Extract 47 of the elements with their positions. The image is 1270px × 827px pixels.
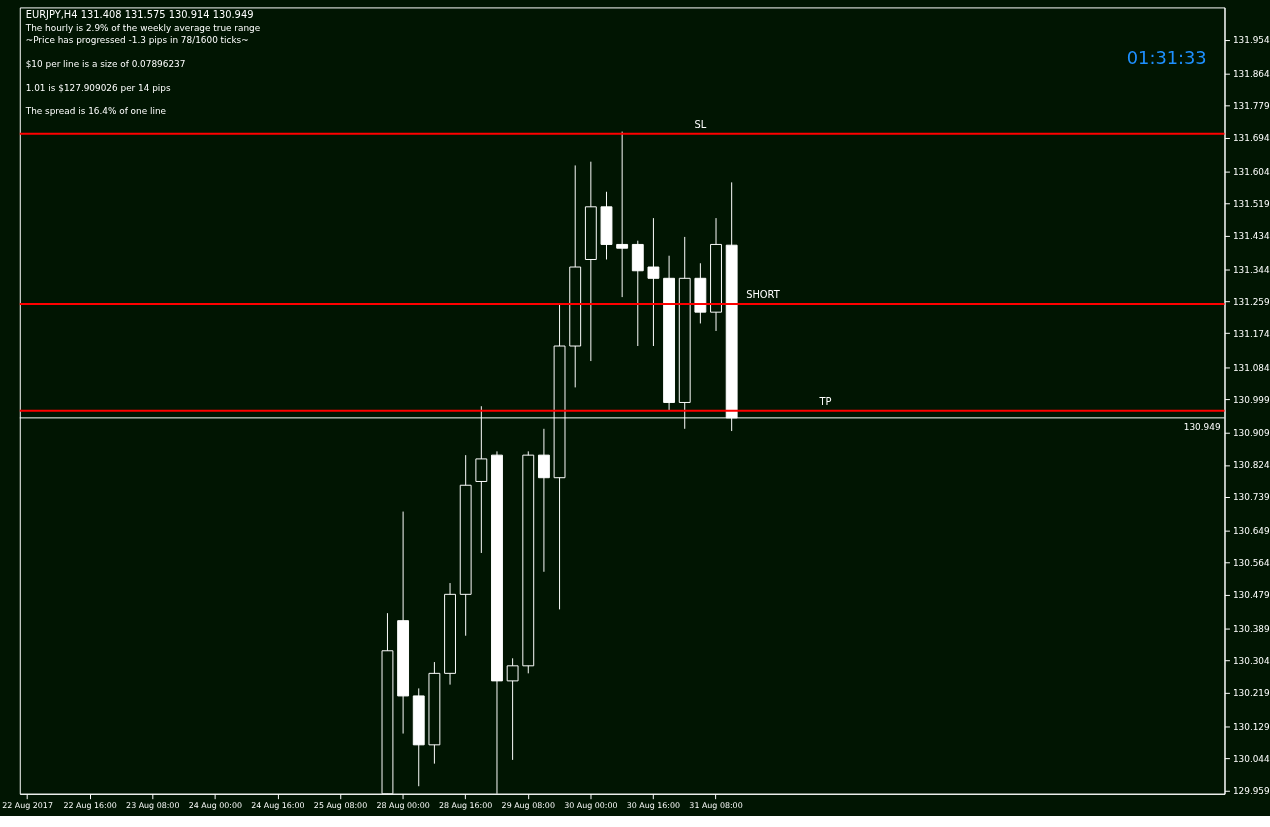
chart-title: EURJPY,H4 131.408 131.575 130.914 130.949 <box>25 9 254 21</box>
y-tick-label: 131.344 <box>1232 264 1270 275</box>
y-tick-label: 130.129 <box>1232 721 1270 732</box>
annotation: 01:31:33 <box>1126 46 1207 68</box>
y-tick-label: 130.824 <box>1232 460 1270 471</box>
y-tick-label: 130.739 <box>1232 492 1270 503</box>
y-tick-label: 130.564 <box>1232 558 1270 569</box>
x-tick-label: 23 Aug 08:00 <box>126 801 180 811</box>
y-tick-label: 130.479 <box>1232 590 1270 601</box>
y-tick-label: 131.604 <box>1232 166 1270 177</box>
x-tick-label: 31 Aug 08:00 <box>689 801 743 811</box>
y-tick-label: 131.434 <box>1232 230 1270 241</box>
annotation: The hourly is 2.9% of the weekly average true range <box>24 23 261 34</box>
y-tick-label: 131.084 <box>1232 362 1270 373</box>
y-tick-label: 131.954 <box>1232 35 1270 46</box>
y-tick-label: 131.779 <box>1232 101 1270 112</box>
y-tick-label: 130.044 <box>1232 753 1270 764</box>
x-tick-label: 22 Aug 2017 <box>2 801 53 811</box>
y-tick-label: 130.219 <box>1232 688 1270 698</box>
y-tick-label: 130.389 <box>1232 624 1270 635</box>
x-tick-label: 24 Aug 16:00 <box>251 801 305 811</box>
y-tick-label: 131.174 <box>1232 328 1270 339</box>
y-tick-label: 131.259 <box>1232 296 1270 307</box>
y-tick-label: 130.909 <box>1232 428 1270 439</box>
x-tick-label: 22 Aug 16:00 <box>63 801 117 811</box>
ref-line-label: SL <box>694 118 707 130</box>
x-tick-label: 28 Aug 16:00 <box>439 801 493 811</box>
annotation: $10 per line is a size of 0.07896237 <box>25 58 186 69</box>
ref-line-label: TP <box>818 395 832 407</box>
annotation: The spread is 16.4% of one line <box>24 106 167 117</box>
ref-line-label: SHORT <box>746 288 781 300</box>
y-tick-label: 130.649 <box>1232 526 1270 537</box>
y-tick-label: 131.519 <box>1232 198 1270 209</box>
y-tick-label: 130.999 <box>1232 394 1270 405</box>
x-tick-label: 28 Aug 00:00 <box>376 801 430 811</box>
x-tick-label: 30 Aug 16:00 <box>626 801 681 811</box>
y-tick-label: 130.304 <box>1232 656 1270 667</box>
y-tick-label: 129.959 <box>1232 785 1270 796</box>
annotation: ~Price has progressed -1.3 pips in 78/1600 ticks~ <box>25 35 249 46</box>
y-tick-label: 131.864 <box>1232 69 1270 80</box>
x-tick-label: 25 Aug 08:00 <box>313 801 368 811</box>
annotation: 1.01 is $127.909026 per 14 pips <box>25 82 171 93</box>
x-tick-label: 30 Aug 00:00 <box>564 801 618 811</box>
y-tick-label: 131.694 <box>1232 133 1270 144</box>
x-tick-label: 24 Aug 00:00 <box>188 801 243 811</box>
ref-line-label: 130.949 <box>1183 421 1221 432</box>
x-tick-label: 29 Aug 08:00 <box>501 801 555 811</box>
